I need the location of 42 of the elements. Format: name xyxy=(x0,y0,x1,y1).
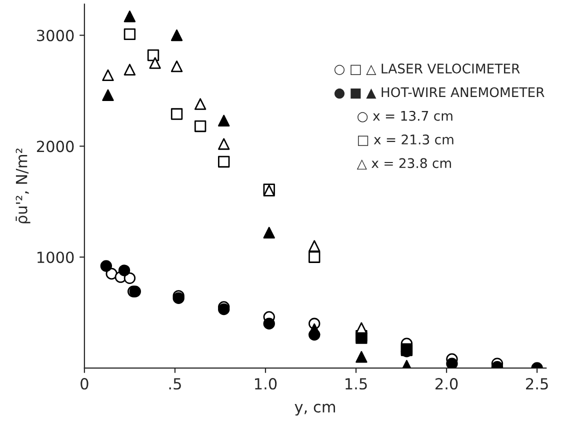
point xyxy=(263,318,275,330)
annotation: ○ □ △ LASER VELOCIMETER xyxy=(334,64,520,76)
point xyxy=(218,303,230,316)
point xyxy=(118,264,130,276)
x-tick-label: .5 xyxy=(169,378,181,390)
point xyxy=(308,323,320,336)
point xyxy=(446,358,458,368)
point xyxy=(263,226,275,239)
x-tick-label: 1.5 xyxy=(346,378,367,390)
x-tick-label: 0 xyxy=(80,378,88,390)
point xyxy=(102,89,114,102)
x-tick-label: 1.0 xyxy=(255,378,277,390)
point xyxy=(218,114,230,127)
point xyxy=(100,260,112,272)
point xyxy=(124,272,136,284)
point xyxy=(102,69,114,82)
annotation: △ x = 23.8 cm xyxy=(356,158,451,170)
point xyxy=(147,49,160,62)
annotation: □ x = 21.3 cm xyxy=(358,134,454,146)
annotation: ○ x = 13.7 cm xyxy=(358,110,452,122)
annotation: ● ■ ▲ HOT-WIRE ANEMOMETER xyxy=(334,87,544,99)
y-tick-label: 2000 xyxy=(36,140,74,152)
point xyxy=(149,57,161,69)
point xyxy=(124,64,136,76)
x-tick-label: 2.0 xyxy=(436,378,458,390)
point xyxy=(170,108,183,120)
point xyxy=(218,156,230,168)
point xyxy=(124,10,136,22)
point xyxy=(218,138,230,150)
point xyxy=(308,240,320,252)
x-tick-label: 2.5 xyxy=(526,378,548,390)
y-tick-label: 3000 xyxy=(37,30,74,42)
y-tick-label: 1000 xyxy=(38,252,74,264)
x-axis-title: y, cm xyxy=(294,404,335,416)
point xyxy=(308,251,320,263)
point xyxy=(170,60,183,72)
point xyxy=(194,120,206,132)
y-axis-title: ρ̄u'², N/m² xyxy=(16,148,30,224)
point xyxy=(194,98,206,110)
point xyxy=(356,351,368,363)
point xyxy=(124,28,136,40)
point xyxy=(170,29,183,42)
